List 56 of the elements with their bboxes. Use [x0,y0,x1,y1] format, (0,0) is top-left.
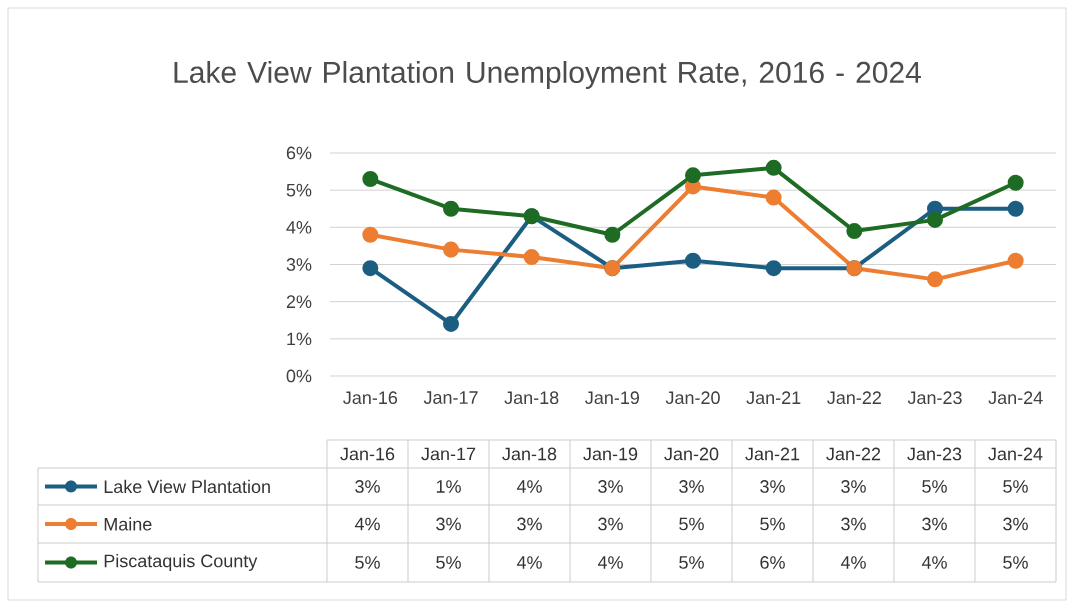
data-label: 3% [598,517,623,531]
category-label: Jan-19 [583,447,638,461]
y-tick-label: 3% [286,258,312,271]
data-label: 3% [436,517,461,531]
category-label: Jan-24 [988,447,1043,461]
data-label: 4% [921,556,947,569]
x-tick-label: Jan-19 [585,391,639,405]
category-label: Jan-21 [745,447,800,461]
legend-label: Lake View Plantation [104,479,270,494]
data-label: 5% [922,480,947,493]
category-label: Jan-18 [502,447,557,461]
category-label: Jan-17 [421,447,476,461]
legend-label: Piscataquis County [104,554,258,571]
data-label: 5% [679,556,704,569]
x-tick-label: Jan-18 [504,391,559,405]
data-label: 5% [436,556,461,569]
data-label: 5% [1003,556,1028,569]
data-label: 3% [517,517,542,531]
data-label: 5% [1003,480,1028,493]
y-tick-label: 2% [286,295,312,308]
x-tick-label: Jan-20 [665,391,720,405]
data-label: 3% [922,517,947,531]
data-label: 4% [516,480,542,493]
category-label: Jan-23 [907,447,962,461]
data-label: 4% [354,517,380,531]
y-tick-label: 5% [286,183,312,197]
x-tick-label: Jan-23 [907,391,962,405]
data-label: 4% [597,556,623,569]
x-tick-label: Jan-17 [423,391,478,404]
data-label: 3% [679,480,704,493]
data-label: 5% [355,556,380,569]
chart-title: Lake View Plantation Unemployment Rate, 2016 - 2024 [174,61,921,89]
data-label: 4% [516,556,542,569]
data-label: 5% [679,517,704,531]
data-label: 3% [1003,517,1028,531]
category-label: Jan-22 [826,447,881,461]
x-tick-label: Jan-24 [988,391,1043,405]
y-tick-label: 0% [286,369,312,383]
category-label: Jan-20 [664,447,719,461]
y-tick-label: 1% [287,332,312,346]
data-label: 3% [760,480,785,493]
data-label: 3% [598,480,623,493]
data-label: 3% [841,517,866,531]
x-tick-label: Jan-21 [746,391,801,405]
data-label: 4% [840,556,866,569]
y-tick-label: 6% [286,146,312,160]
x-tick-label: Jan-16 [343,391,398,405]
data-label: 3% [841,480,866,493]
data-label: 6% [760,556,785,569]
x-tick-label: Jan-22 [827,391,881,405]
data-label: 1% [436,480,461,493]
legend-label: Maine [104,517,152,531]
y-tick-label: 4% [286,221,312,234]
category-label: Jan-16 [340,447,395,461]
data-label: 5% [760,517,785,531]
data-label: 3% [355,480,380,493]
